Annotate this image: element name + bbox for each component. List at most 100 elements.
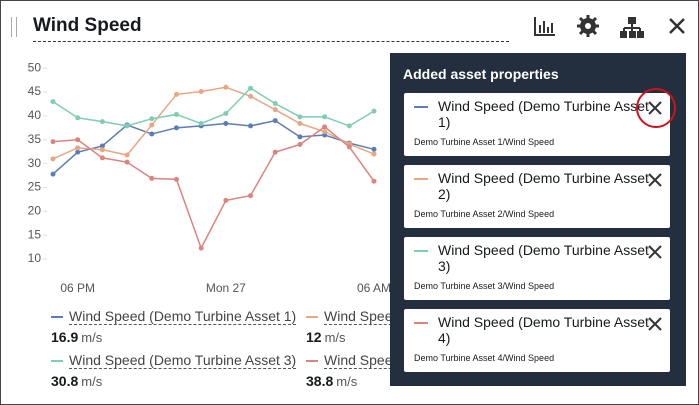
data-point: [371, 178, 377, 184]
y-tick-label: 15: [28, 227, 42, 241]
data-point: [173, 176, 179, 182]
close-icon[interactable]: [669, 18, 685, 34]
widget-title[interactable]: Wind Speed: [33, 15, 509, 42]
data-point: [371, 108, 377, 114]
data-point: [223, 197, 229, 203]
data-point: [223, 84, 229, 90]
series-line: [52, 125, 375, 250]
data-point: [346, 144, 352, 150]
legend-value: 38.8 m/s: [306, 373, 556, 389]
data-point: [99, 155, 105, 161]
data-point: [272, 118, 278, 124]
property-card: Wind Speed (Demo Turbine Asset 1) Demo Tu…: [404, 93, 670, 156]
legend-swatch: [306, 359, 318, 362]
data-point: [322, 124, 328, 130]
data-point: [198, 245, 204, 251]
property-path: Demo Turbine Asset 4/Wind Speed: [414, 353, 555, 363]
legend-value: 30.8 m/s: [51, 373, 301, 389]
highlight-circle: [636, 88, 676, 128]
data-point: [223, 111, 229, 116]
property-name: Wind Speed (Demo Turbine Asset 1): [438, 98, 649, 130]
data-point: [223, 121, 229, 127]
x-tick-label: Mon 27: [206, 281, 246, 295]
data-point: [272, 100, 278, 106]
property-card: Wind Speed (Demo Turbine Asset 4) Demo Tu…: [404, 309, 670, 372]
legend-item: Wind Speed (Demo Turbine Asset 3) 30.8 m/s: [51, 352, 301, 389]
remove-icon: [648, 173, 662, 187]
data-point: [124, 123, 130, 129]
remove-button[interactable]: [648, 317, 662, 331]
y-tick-label: 35: [28, 132, 42, 146]
property-card: Wind Speed (Demo Turbine Asset 2) Demo Tu…: [404, 165, 670, 228]
legend-value: 16.9 m/s: [51, 329, 301, 345]
data-point: [149, 122, 155, 128]
data-point: [149, 116, 155, 122]
drag-handle[interactable]: [11, 17, 17, 37]
data-point: [198, 121, 204, 127]
settings-icon[interactable]: [577, 15, 599, 37]
data-point: [272, 107, 278, 113]
legend-name[interactable]: Wind Speed (Demo Turbine Asset 1): [69, 308, 297, 325]
y-tick-label: 45: [28, 84, 42, 98]
y-tick-label: 20: [28, 204, 42, 218]
data-point: [371, 151, 377, 157]
property-swatch: [414, 178, 428, 180]
data-point: [322, 114, 328, 120]
data-point: [198, 89, 204, 95]
series-line: [52, 87, 375, 127]
property-path: Demo Turbine Asset 2/Wind Speed: [414, 209, 555, 219]
chart-type-icon[interactable]: [534, 17, 555, 36]
data-point: [248, 123, 254, 129]
legend-unit: m/s: [81, 374, 103, 389]
legend-name[interactable]: Wind Speed (Demo Turbine Asset 3): [69, 352, 297, 369]
y-tick-label: 50: [28, 60, 42, 74]
property-name: Wind Speed (Demo Turbine Asset 3): [438, 242, 649, 274]
data-point: [297, 134, 303, 140]
data-point: [99, 147, 105, 153]
property-swatch: [414, 322, 428, 324]
legend-unit: m/s: [81, 330, 103, 345]
property-name: Wind Speed (Demo Turbine Asset 2): [438, 170, 649, 202]
data-point: [297, 114, 303, 120]
property-card: Wind Speed (Demo Turbine Asset 3) Demo Tu…: [404, 237, 670, 300]
y-tick-label: 30: [28, 156, 42, 170]
remove-button[interactable]: [648, 245, 662, 259]
remove-button[interactable]: [648, 173, 662, 187]
remove-button[interactable]: [648, 101, 662, 115]
legend-number: 12: [306, 329, 322, 345]
remove-icon: [648, 317, 662, 331]
legend-unit: m/s: [336, 374, 358, 389]
data-point: [248, 93, 254, 99]
data-point: [75, 115, 81, 121]
data-point: [50, 156, 56, 162]
data-point: [346, 123, 352, 129]
data-point: [371, 146, 377, 152]
data-point: [248, 193, 254, 199]
y-tick-label: 25: [28, 180, 42, 194]
legend-swatch: [51, 359, 63, 362]
data-point: [124, 159, 130, 165]
data-point: [99, 143, 105, 149]
series-line: [52, 119, 375, 175]
legend-swatch: [306, 315, 318, 318]
legend-swatch: [51, 315, 63, 318]
data-point: [124, 152, 130, 158]
data-point: [248, 85, 254, 91]
property-swatch: [414, 106, 428, 108]
data-point: [149, 131, 155, 137]
data-point: [173, 125, 179, 131]
legend-unit: m/s: [324, 330, 346, 345]
data-point: [272, 149, 278, 155]
data-point: [75, 149, 81, 155]
remove-icon: [648, 101, 662, 115]
asset-properties-icon[interactable]: [620, 17, 644, 38]
data-point: [322, 129, 328, 135]
data-point: [297, 121, 303, 127]
remove-icon: [648, 245, 662, 259]
data-point: [50, 99, 56, 105]
x-tick-label: 06 AM: [357, 281, 391, 295]
legend-item: Wind Speed (Demo Turbine Asset 1) 16.9 m/s: [51, 308, 301, 345]
data-point: [75, 137, 81, 143]
